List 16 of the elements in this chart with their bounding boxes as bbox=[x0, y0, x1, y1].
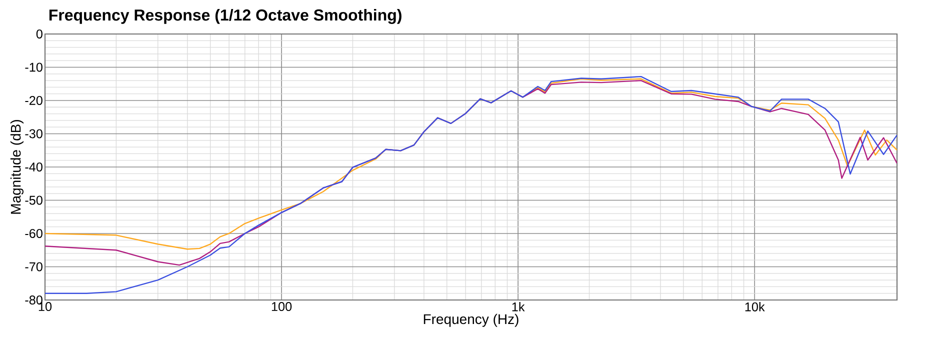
x-tick-label: 10 bbox=[38, 302, 52, 312]
y-tick-label: -60 bbox=[25, 229, 42, 238]
y-tick-label: -50 bbox=[25, 196, 42, 205]
y-tick-label: -70 bbox=[25, 262, 42, 272]
y-axis-title: Magnitude (dB) bbox=[10, 120, 24, 214]
x-tick-label: 1k bbox=[512, 302, 525, 312]
x-tick-label: 10k bbox=[745, 302, 765, 312]
y-tick-label: -40 bbox=[25, 162, 42, 172]
chart-title: Frequency Response (1/12 Octave Smoothing) bbox=[49, 8, 402, 24]
y-tick-label: -30 bbox=[25, 129, 42, 138]
y-tick-label: -10 bbox=[25, 62, 42, 72]
y-tick-label: 0 bbox=[36, 30, 42, 38]
x-axis-title: Frequency (Hz) bbox=[424, 314, 518, 327]
y-tick-label: -20 bbox=[25, 96, 42, 105]
x-tick-label: 100 bbox=[272, 302, 292, 312]
y-tick-label: -80 bbox=[25, 296, 42, 304]
